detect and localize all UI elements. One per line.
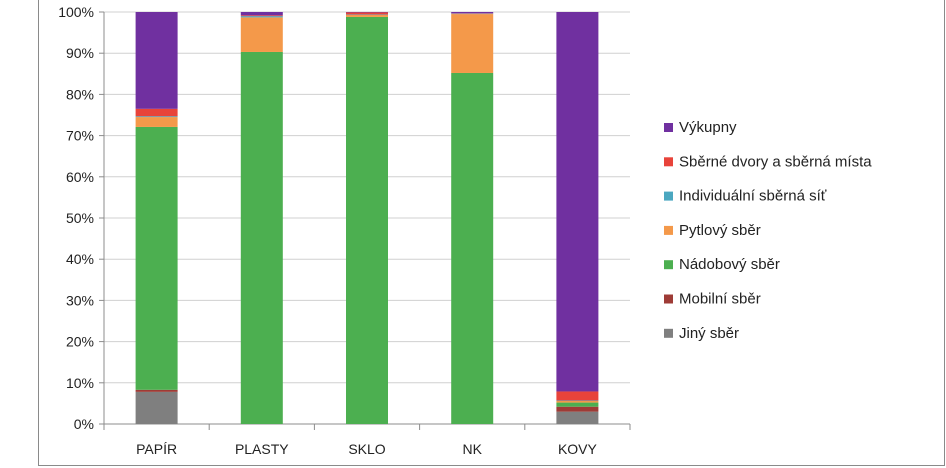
bar-segment xyxy=(135,116,178,118)
bar-segment xyxy=(556,411,599,424)
legend-label: Jiný sběr xyxy=(679,325,739,342)
bar-segment xyxy=(556,406,599,412)
y-tick-label: 50% xyxy=(66,210,94,226)
legend-label: Nádobový sběr xyxy=(679,256,780,273)
legend-item: Individuální sběrná síť xyxy=(664,188,827,205)
y-tick-label: 30% xyxy=(66,292,94,308)
legend-swatch xyxy=(664,328,673,338)
bar-segment xyxy=(556,391,599,401)
bar-segment xyxy=(451,12,494,14)
bar-segment xyxy=(240,12,283,16)
legend-swatch xyxy=(664,123,673,132)
legend-item: Jiný sběr xyxy=(664,325,739,342)
bar-stack-papír xyxy=(135,12,178,424)
legend-swatch xyxy=(664,260,673,270)
legend-label: Pytlový sběr xyxy=(679,222,761,239)
bar-stack-plasty xyxy=(240,12,283,425)
x-tick-label: KOVY xyxy=(558,441,598,457)
bar-segment xyxy=(135,117,178,127)
bar-segment xyxy=(135,108,178,117)
y-tick-label: 10% xyxy=(66,375,94,391)
y-tick-label: 0% xyxy=(74,416,94,432)
y-tick-label: 40% xyxy=(66,251,94,267)
legend-swatch xyxy=(664,157,673,167)
legend-item: Mobilní sběr xyxy=(664,291,761,308)
x-tick-label: NK xyxy=(462,441,482,457)
legend-label: Mobilní sběr xyxy=(679,291,761,308)
y-tick-label: 20% xyxy=(66,334,94,350)
bar-segment xyxy=(135,389,178,392)
x-tick-label: PAPÍR xyxy=(136,441,177,457)
bar-segment xyxy=(556,400,599,403)
x-axis-ticks: PAPÍR PLASTY SKLO NK KOVY xyxy=(136,441,597,457)
bar-stack-nk xyxy=(451,12,494,424)
bar-stack-sklo xyxy=(346,12,388,424)
legend-label: Výkupny xyxy=(679,119,737,136)
bar-segment xyxy=(135,391,178,424)
x-tick-label: SKLO xyxy=(348,441,385,457)
bar-segment xyxy=(556,12,599,392)
y-tick-label: 60% xyxy=(66,169,94,185)
legend-label: Sběrné dvory a sběrná místa xyxy=(679,153,872,170)
chart-frame xyxy=(38,0,945,466)
bar-segment xyxy=(346,14,388,17)
y-tick-label: 90% xyxy=(66,45,94,61)
legend-item: Pytlový sběr xyxy=(664,222,761,239)
y-tick-label: 70% xyxy=(66,128,94,144)
bar-segment xyxy=(556,402,599,407)
bar-segment xyxy=(451,14,494,73)
legend: Výkupny Sběrné dvory a sběrná místa Indivi… xyxy=(664,119,872,342)
bar-segment xyxy=(240,17,283,52)
y-tick-label: 80% xyxy=(66,86,94,102)
legend-item: Výkupny xyxy=(664,119,737,136)
legend-item: Nádobový sběr xyxy=(664,256,780,273)
legend-swatch xyxy=(664,225,673,235)
legend-label: Individuální sběrná síť xyxy=(679,188,827,205)
bar-segment xyxy=(451,72,494,424)
bar-segment xyxy=(135,126,178,390)
bar-segment xyxy=(240,51,283,425)
bar-segment xyxy=(135,12,178,109)
bar-stack-kovy xyxy=(556,12,599,424)
legend-swatch xyxy=(664,294,673,304)
bar-segment xyxy=(240,16,283,18)
y-axis-ticks: 0% 10% 20% 30% 40% 50% 60% 70% 80% 90% 100% xyxy=(58,4,94,432)
x-tick-label: PLASTY xyxy=(235,441,289,457)
bar-segment xyxy=(346,16,388,424)
y-tick-label: 100% xyxy=(58,4,94,20)
legend-item: Sběrné dvory a sběrná místa xyxy=(664,153,872,170)
legend-swatch xyxy=(664,191,673,201)
bar-segment xyxy=(240,15,283,17)
bars xyxy=(135,12,599,425)
bar-segment xyxy=(346,12,388,15)
